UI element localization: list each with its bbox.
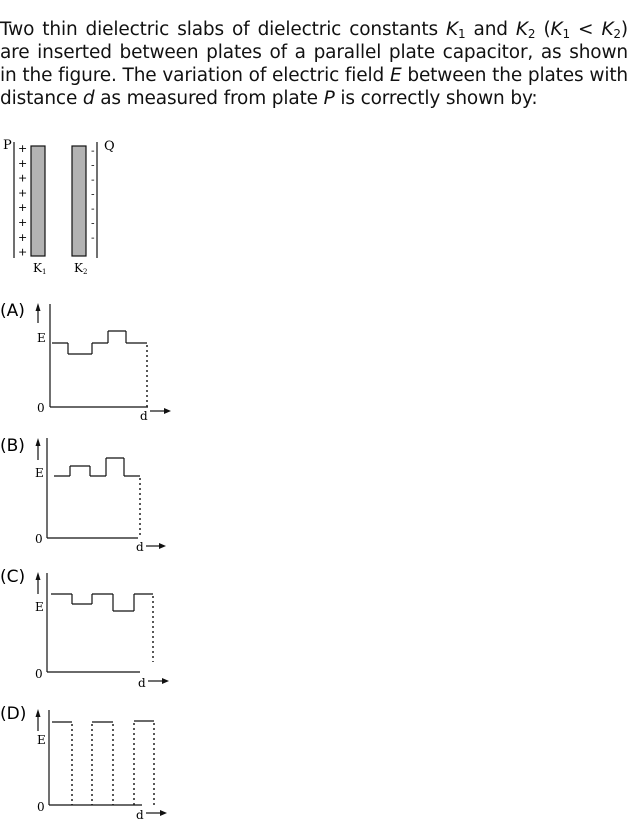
question-part: as measured from plate <box>94 88 324 109</box>
question-part: ( <box>535 19 551 40</box>
origin-label: 0 <box>35 532 43 546</box>
k2-symbol: K <box>515 19 528 40</box>
question-part: between the plates with distance <box>0 65 628 109</box>
minus-sign: - <box>91 175 95 186</box>
x-axis-arrow <box>160 810 167 816</box>
field-graph <box>52 330 147 355</box>
p-symbol: P <box>323 88 335 109</box>
y-axis-label: E <box>35 600 44 614</box>
slab-k2-letter: K <box>74 261 84 275</box>
y-axis-arrow <box>35 438 41 446</box>
minus-sign: - <box>91 146 95 157</box>
y-axis-label: E <box>37 733 46 747</box>
option-label: (D) <box>0 704 26 724</box>
x-axis-label: d <box>140 409 148 423</box>
e-symbol: E <box>389 65 402 86</box>
option-label: (A) <box>0 301 25 321</box>
plate-p-label: P <box>3 138 12 153</box>
k1-subscript: 1 <box>562 27 571 41</box>
plus-sign: + <box>18 157 27 170</box>
y-axis-arrow <box>35 572 41 580</box>
slab-k1 <box>30 145 46 257</box>
y-axis-arrow <box>35 303 41 311</box>
y-axis-label: E <box>37 331 46 345</box>
k1-symbol: K <box>446 19 458 40</box>
x-axis-label: d <box>136 808 144 822</box>
minus-sign: - <box>91 190 95 201</box>
plus-sign: + <box>18 231 27 244</box>
option-c[interactable]: (C) E 0 d <box>0 567 169 690</box>
minus-charges: - - - - - - - <box>91 146 95 244</box>
plate-q-label: Q <box>104 139 115 154</box>
k2-symbol: K <box>601 19 614 40</box>
slab-k1-label: K1 <box>33 261 46 276</box>
field-graph <box>51 593 153 612</box>
question-part: ) are inserted between plates of a paral… <box>0 19 628 86</box>
k1-symbol: K <box>550 19 563 40</box>
option-a[interactable]: (A) E 0 d <box>0 301 171 423</box>
dotted-drops <box>71 723 155 805</box>
field-graph <box>52 720 154 723</box>
option-label: (B) <box>0 436 25 456</box>
question-text: Two thin dielectric slabs of dielectric … <box>0 18 628 110</box>
question-part: and <box>465 19 516 40</box>
minus-sign: - <box>91 219 95 230</box>
k2-subscript: 2 <box>613 27 621 41</box>
minus-sign: - <box>91 161 95 172</box>
plus-sign: + <box>18 172 27 185</box>
x-axis-arrow <box>164 408 171 414</box>
k1-subscript: 1 <box>457 27 466 41</box>
plus-sign: + <box>18 186 27 199</box>
y-axis-label: E <box>35 466 44 480</box>
slab-k2 <box>71 145 87 257</box>
x-axis-label: d <box>136 540 144 554</box>
x-axis-arrow <box>162 678 169 684</box>
y-axis-arrow <box>35 709 41 717</box>
plus-sign: + <box>18 201 27 214</box>
x-axis-label: d <box>138 676 146 690</box>
slab-k1-subscript: 1 <box>42 268 46 276</box>
slab-k2-label: K2 <box>74 261 87 276</box>
origin-label: 0 <box>35 667 43 681</box>
origin-label: 0 <box>37 800 45 814</box>
plus-charges: ++++++++ <box>18 142 27 259</box>
question-part: Two thin dielectric slabs of dielectric … <box>0 19 446 40</box>
option-b[interactable]: (B) E 0 d <box>0 436 166 554</box>
minus-sign: - <box>91 233 95 244</box>
option-label: (C) <box>0 567 25 587</box>
k2-subscript: 2 <box>527 27 536 41</box>
plus-sign: + <box>18 246 27 259</box>
slab-k2-subscript: 2 <box>83 268 87 276</box>
d-symbol: d <box>82 88 95 109</box>
minus-sign: - <box>91 204 95 215</box>
option-d[interactable]: (D) E 0 d <box>0 704 167 822</box>
slab-k1-letter: K <box>33 261 43 275</box>
origin-label: 0 <box>37 401 45 415</box>
less-than-sign: < <box>570 19 602 40</box>
x-axis-arrow <box>159 543 166 549</box>
plus-sign: + <box>18 142 27 155</box>
field-graph <box>54 457 140 477</box>
plus-sign: + <box>18 216 27 229</box>
question-part: is correctly shown by: <box>334 88 538 109</box>
capacitor-figure: P Q ++++++++ ------- K1 K2 <box>3 138 115 276</box>
